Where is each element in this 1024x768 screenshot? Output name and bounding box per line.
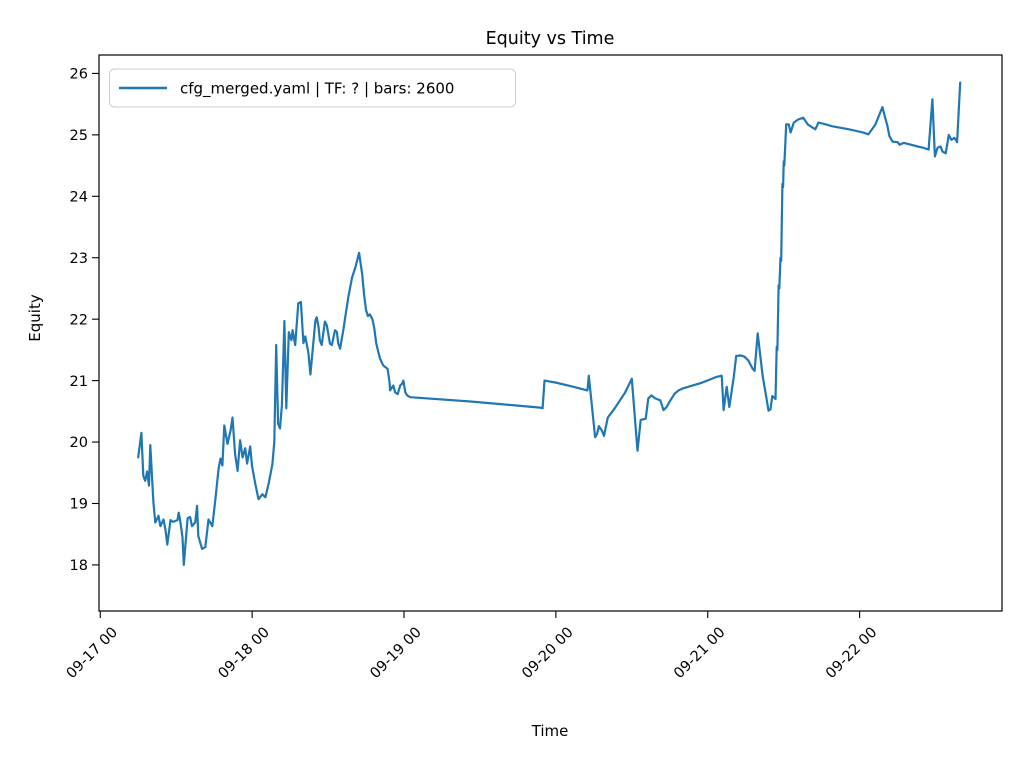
y-tick-label: 24 <box>70 190 88 206</box>
legend-label: cfg_merged.yaml | TF: ? | bars: 2600 <box>180 80 454 99</box>
x-tick-label: 09-21 00 <box>671 625 728 682</box>
x-tick-label: 09-18 00 <box>216 625 273 682</box>
y-tick-label: 21 <box>70 374 88 390</box>
chart-title: Equity vs Time <box>486 29 615 49</box>
y-tick-label: 20 <box>70 435 88 451</box>
plot-frame <box>98 54 1003 612</box>
x-tick-label: 09-22 00 <box>823 625 880 682</box>
legend: cfg_merged.yaml | TF: ? | bars: 2600 <box>109 68 516 108</box>
x-tick-label: 09-17 00 <box>64 625 121 682</box>
legend-box <box>109 68 516 108</box>
y-tick-label: 19 <box>70 497 88 513</box>
y-tick-label: 18 <box>70 558 88 574</box>
equity-line-series <box>137 81 962 567</box>
y-tick-label: 26 <box>70 67 88 83</box>
y-axis-label: Equity <box>26 294 44 342</box>
x-axis-label: Time <box>531 722 569 740</box>
x-axis-ticks: 09-17 00 09-18 00 09-19 00 09-20 00 09-21 00… <box>64 611 880 682</box>
x-tick-label: 09-19 00 <box>367 625 424 682</box>
y-tick-label: 23 <box>70 251 88 267</box>
y-tick-label: 25 <box>70 128 88 144</box>
x-tick-label: 09-20 00 <box>519 625 576 682</box>
y-tick-label: 22 <box>70 312 88 328</box>
y-axis-ticks: 18 19 20 21 22 23 24 25 26 <box>70 67 99 574</box>
